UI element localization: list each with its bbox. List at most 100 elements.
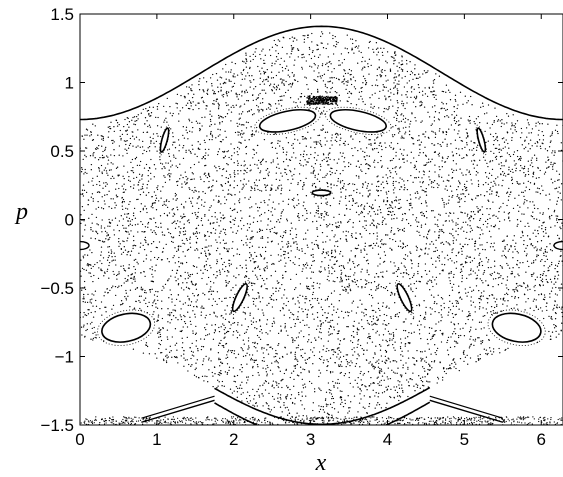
sea-point bbox=[422, 384, 424, 387]
sea-point bbox=[92, 155, 94, 157]
sea-point bbox=[505, 292, 508, 294]
sea-point bbox=[214, 232, 216, 234]
sea-point bbox=[228, 280, 230, 283]
sea-point bbox=[377, 265, 379, 267]
sea-point bbox=[543, 173, 546, 175]
sea-point bbox=[256, 405, 258, 407]
sea-point bbox=[489, 188, 491, 191]
sea-point bbox=[130, 277, 132, 279]
sea-point bbox=[221, 385, 223, 387]
sea-point bbox=[303, 104, 306, 106]
sea-point bbox=[542, 222, 544, 224]
sea-point bbox=[393, 192, 395, 194]
sea-point bbox=[258, 109, 260, 111]
sea-point bbox=[378, 59, 380, 61]
sea-point bbox=[213, 273, 215, 276]
sea-point bbox=[415, 245, 417, 247]
sea-point bbox=[202, 292, 204, 294]
sea-point bbox=[480, 321, 482, 323]
sea-point bbox=[500, 162, 502, 164]
sea-point bbox=[397, 267, 400, 269]
sea-point bbox=[362, 67, 364, 69]
sea-point bbox=[300, 372, 302, 374]
sea-point bbox=[317, 141, 319, 143]
sea-point bbox=[474, 338, 477, 340]
sea-point bbox=[346, 354, 349, 356]
sea-point bbox=[344, 140, 346, 143]
sea-point bbox=[303, 408, 306, 410]
sea-point bbox=[455, 169, 458, 171]
sea-point bbox=[171, 144, 174, 146]
sea-point bbox=[135, 258, 137, 261]
sea-point bbox=[254, 163, 256, 166]
sea-point bbox=[87, 263, 89, 265]
sea-point bbox=[213, 282, 215, 284]
sea-point bbox=[445, 220, 447, 222]
sea-point bbox=[266, 265, 268, 267]
sea-point bbox=[213, 99, 215, 102]
sea-point bbox=[177, 248, 180, 250]
sea-point bbox=[317, 173, 320, 175]
sea-point bbox=[163, 203, 165, 205]
sea-point bbox=[402, 246, 404, 248]
sea-point bbox=[318, 331, 321, 333]
sea-point bbox=[423, 133, 425, 135]
sea-point bbox=[395, 112, 397, 114]
sea-point bbox=[386, 51, 389, 53]
sea-point bbox=[180, 330, 183, 333]
sea-point bbox=[103, 271, 106, 273]
sea-point bbox=[493, 297, 495, 299]
sea-point bbox=[228, 248, 230, 250]
sea-point bbox=[312, 171, 314, 173]
sea-point bbox=[270, 77, 273, 79]
sea-point bbox=[330, 167, 332, 169]
sea-point bbox=[391, 293, 393, 295]
sea-point bbox=[325, 212, 327, 215]
sea-point bbox=[175, 342, 178, 344]
sea-point bbox=[550, 161, 552, 164]
sea-point bbox=[151, 280, 154, 282]
sea-point bbox=[218, 330, 221, 333]
sea-point bbox=[263, 360, 265, 362]
sea-point bbox=[378, 371, 381, 374]
sea-point bbox=[472, 218, 475, 220]
sea-point bbox=[514, 297, 516, 299]
sea-point bbox=[178, 150, 180, 152]
sea-point bbox=[427, 111, 429, 113]
sea-point bbox=[296, 243, 298, 245]
sea-point bbox=[498, 184, 500, 186]
sea-point bbox=[281, 99, 283, 101]
sea-point bbox=[308, 53, 310, 56]
sea-point bbox=[541, 278, 544, 280]
sea-point bbox=[183, 213, 185, 215]
sea-point bbox=[378, 359, 380, 361]
sea-point bbox=[403, 184, 406, 186]
sea-point bbox=[161, 308, 163, 310]
sea-point bbox=[331, 82, 334, 84]
sea-point bbox=[137, 129, 139, 131]
sea-point bbox=[388, 358, 390, 360]
sea-point bbox=[307, 88, 309, 90]
sea-point bbox=[126, 216, 128, 218]
sea-point bbox=[183, 320, 186, 323]
sea-point bbox=[222, 150, 224, 153]
sea-point bbox=[402, 154, 404, 157]
sea-point bbox=[382, 323, 384, 325]
sea-point bbox=[380, 47, 382, 49]
sea-point bbox=[289, 317, 291, 319]
sea-point bbox=[96, 146, 98, 149]
sea-point bbox=[183, 365, 185, 367]
sea-point bbox=[415, 287, 417, 290]
sea-point bbox=[498, 347, 500, 350]
sea-point bbox=[144, 297, 147, 299]
sea-point bbox=[302, 214, 304, 217]
sea-point bbox=[307, 36, 309, 39]
sea-point bbox=[259, 274, 262, 277]
sea-point bbox=[389, 70, 392, 72]
sea-point bbox=[435, 94, 437, 96]
sea-point bbox=[302, 138, 304, 140]
sea-point bbox=[306, 418, 308, 420]
sea-point bbox=[234, 76, 236, 78]
sea-point bbox=[115, 294, 117, 297]
sea-point bbox=[399, 346, 402, 348]
